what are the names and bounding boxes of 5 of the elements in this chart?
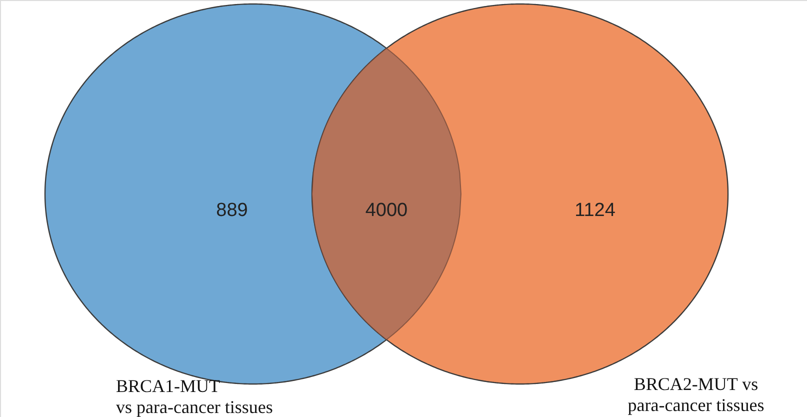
data-label: 4000 <box>365 200 408 221</box>
data-label: 1124 <box>574 200 616 221</box>
category-label: BRCA1-MUT vs para-cancer tissues <box>116 376 273 417</box>
category-label: BRCA2-MUT vs para-cancer tissues <box>628 374 764 415</box>
data-label: 889 <box>216 200 248 221</box>
